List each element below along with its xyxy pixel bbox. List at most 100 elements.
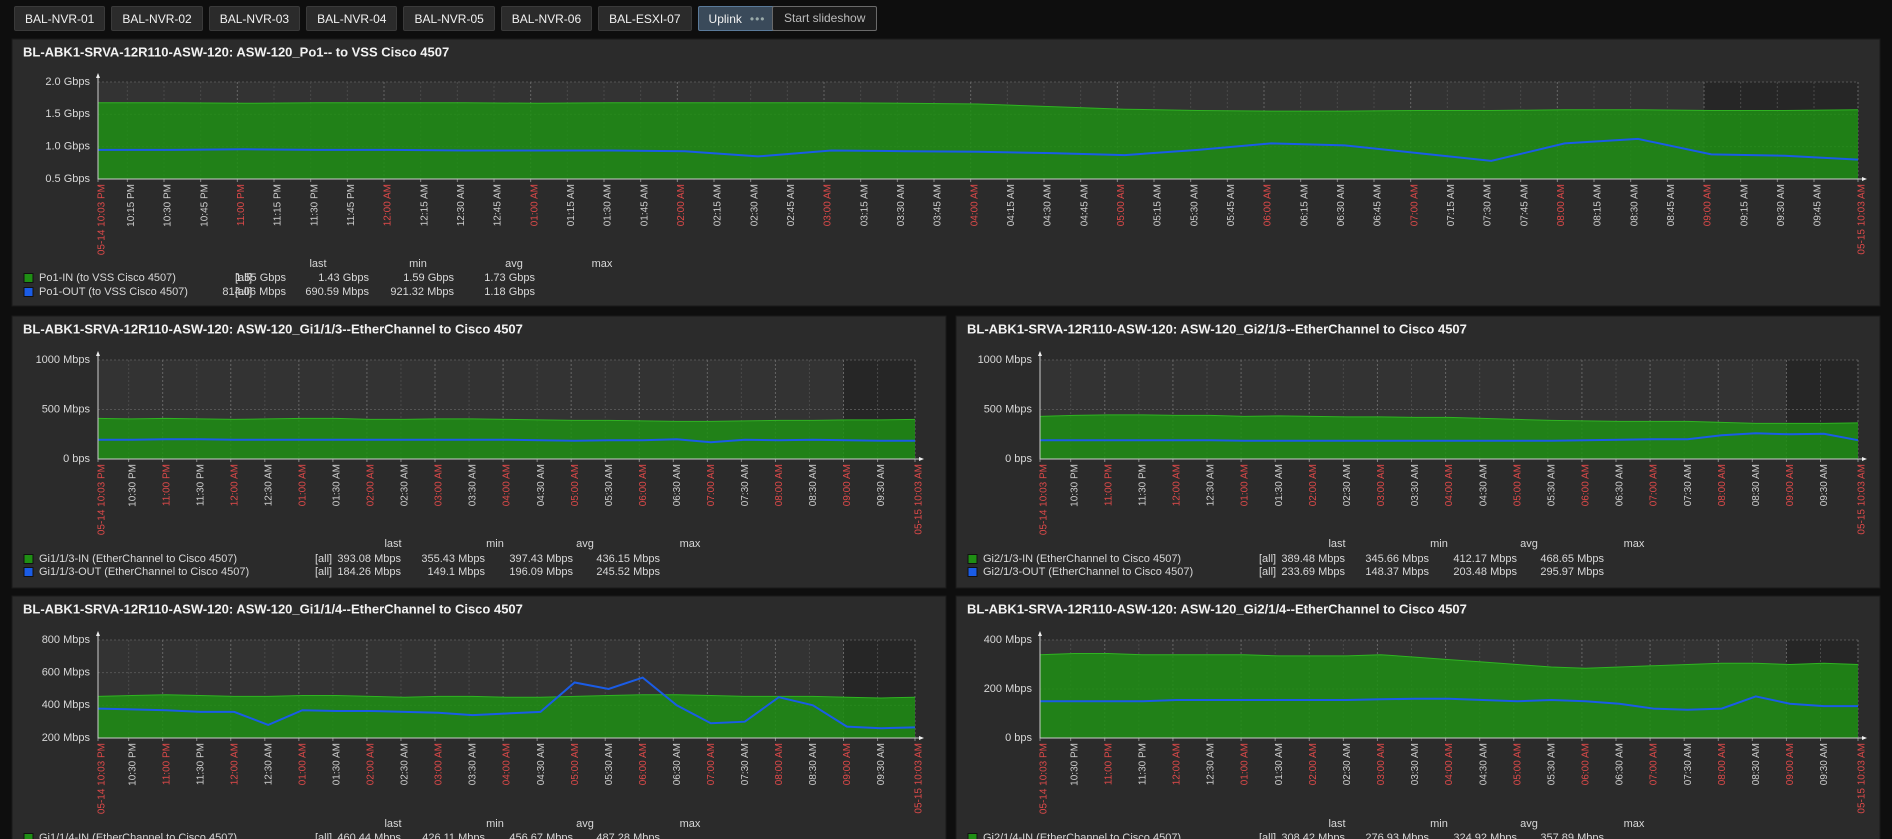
x-tick-label: 09:30 AM (876, 464, 887, 506)
area (1040, 414, 1858, 459)
tab[interactable]: BAL-NVR-05 (403, 6, 495, 31)
x-tick-label: 11:00 PM (1103, 464, 1114, 506)
x-tick-label: 12:15 AM (419, 184, 430, 226)
x-tick-label: 05-15 10:03 AM (914, 743, 925, 814)
tab[interactable]: BAL-NVR-01 (14, 6, 106, 31)
x-tick-label: 11:15 PM (273, 184, 284, 226)
legend-stat: 1.55 Gbps (235, 272, 286, 284)
legend-stat: 456.67 Mbps (509, 832, 573, 839)
legend-stat: 487.28 Mbps (596, 832, 660, 839)
x-tick-label: 05:00 AM (570, 464, 581, 506)
x-tick-label: 02:30 AM (1342, 464, 1353, 506)
x-tick-label: 12:30 AM (263, 464, 274, 506)
x-tick-label: 09:00 AM (1703, 184, 1714, 226)
area (98, 102, 1858, 179)
x-tick-label: 05:30 AM (1546, 464, 1557, 506)
legend-header: last (1328, 538, 1345, 550)
legend-stat: 184.26 Mbps (337, 566, 401, 578)
legend-stat: 921.32 Mbps (390, 286, 454, 298)
x-tick-label: 01:00 AM (297, 743, 308, 785)
x-tick-label: 07:00 AM (1649, 743, 1660, 785)
x-tick-label: 05:30 AM (604, 743, 615, 785)
tab[interactable]: BAL-NVR-03 (208, 6, 301, 31)
legend-stat: 203.48 Mbps (1453, 566, 1517, 578)
x-tick-label: 03:30 AM (468, 464, 479, 506)
legend-stat: 690.59 Mbps (305, 286, 369, 298)
legend-stat: 814.06 Mbps (222, 286, 286, 298)
tab[interactable]: BAL-NVR-04 (306, 6, 398, 31)
tab-menu[interactable]: ••• (749, 12, 766, 26)
legend-header: max (592, 258, 613, 270)
x-tick-label: 07:00 AM (706, 464, 717, 506)
x-tick-label: 02:30 AM (749, 184, 760, 226)
legend-header: max (680, 818, 701, 830)
y-tick-label: 1000 Mbps (36, 354, 91, 366)
x-tick-label: 03:00 AM (1376, 464, 1387, 506)
x-tick-label: 06:30 AM (672, 464, 683, 506)
tab[interactable]: BAL-ESXI-07 (598, 6, 692, 31)
x-tick-label: 12:00 AM (229, 743, 240, 785)
x-tick-label: 05-14 10:03 PM (97, 464, 108, 535)
x-tick-label: 01:45 AM (639, 184, 650, 226)
x-tick-label: 09:00 AM (1785, 743, 1796, 785)
slideshow-button[interactable]: Start slideshow (772, 6, 878, 31)
x-tick-label: 11:30 PM (195, 464, 206, 506)
x-tick-label: 03:00 AM (1376, 743, 1387, 785)
x-tick-label: 07:30 AM (1683, 464, 1694, 506)
x-tick-label: 04:00 AM (502, 464, 513, 506)
x-tick-label: 04:00 AM (1444, 464, 1455, 506)
legend-stat: 397.43 Mbps (509, 553, 573, 565)
x-tick-label: 05-15 10:03 AM (1857, 184, 1868, 255)
legend-name: Gi1/1/4-IN (EtherChannel to Cisco 4507) (39, 832, 237, 839)
legend-header: max (1624, 538, 1645, 550)
x-tick-label: 09:00 AM (842, 743, 853, 785)
x-tick-label: 01:00 AM (529, 184, 540, 226)
y-tick-label: 500 Mbps (42, 403, 91, 415)
legend-stat: 426.11 Mbps (422, 832, 485, 839)
x-tick-label: 05:30 AM (604, 464, 615, 506)
x-tick-label: 11:30 PM (1137, 743, 1148, 785)
x-tick-label: 05-15 10:03 AM (1857, 464, 1868, 535)
x-tick-label: 02:00 AM (366, 743, 377, 785)
x-tick-label: 07:00 AM (1409, 184, 1420, 226)
x-tick-label: 12:30 AM (263, 743, 274, 785)
x-tick-label: 05-15 10:03 AM (1857, 743, 1868, 814)
x-tick-label: 02:30 AM (400, 743, 411, 785)
legend-scope: [all] (1259, 553, 1276, 565)
y-tick-label: 0 bps (1005, 453, 1032, 465)
x-tick-label: 05:30 AM (1546, 743, 1557, 785)
x-tick-label: 12:45 AM (493, 184, 504, 226)
axis (97, 634, 921, 739)
x-tick-label: 10:45 PM (199, 184, 210, 227)
tab[interactable]: BAL-NVR-02 (111, 6, 203, 31)
x-tick-label: 11:00 PM (236, 184, 247, 226)
legend-name: Gi2/1/4-IN (EtherChannel to Cisco 4507) (983, 832, 1181, 839)
x-tick-label: 12:00 AM (1172, 464, 1183, 506)
x-tick-label: 06:00 AM (1263, 184, 1274, 226)
x-tick-label: 08:00 AM (1556, 184, 1567, 226)
tab-label: BAL-NVR-04 (317, 12, 387, 26)
legend-header: avg (1520, 818, 1538, 830)
tab[interactable]: BAL-NVR-06 (500, 6, 593, 31)
x-tick-label: 06:00 AM (638, 743, 649, 785)
x-tick-label: 01:00 AM (1240, 743, 1251, 785)
x-tick-label: 07:30 AM (1683, 743, 1694, 785)
x-tick-label: 07:45 AM (1519, 184, 1530, 226)
x-tick-label: 04:45 AM (1079, 184, 1090, 226)
x-tick-label: 04:30 AM (536, 464, 547, 506)
legend-stat: 1.59 Gbps (403, 272, 454, 284)
tab[interactable]: Uplink ••• (697, 6, 777, 31)
x-tick-label: 06:30 AM (1336, 184, 1347, 226)
x-tick-label: 02:15 AM (713, 184, 724, 226)
legend-stat: 149.1 Mbps (428, 566, 486, 578)
legend-stat: 345.66 Mbps (1365, 553, 1429, 565)
legend-swatch (967, 833, 978, 839)
x-tick-label: 09:30 AM (876, 743, 887, 785)
x-tick-label: 07:30 AM (740, 464, 751, 506)
x-tick-label: 03:30 AM (468, 743, 479, 785)
x-tick-label: 10:15 PM (126, 184, 137, 227)
legend-scope: [all] (1259, 566, 1276, 578)
x-tick-label: 08:45 AM (1666, 184, 1677, 226)
